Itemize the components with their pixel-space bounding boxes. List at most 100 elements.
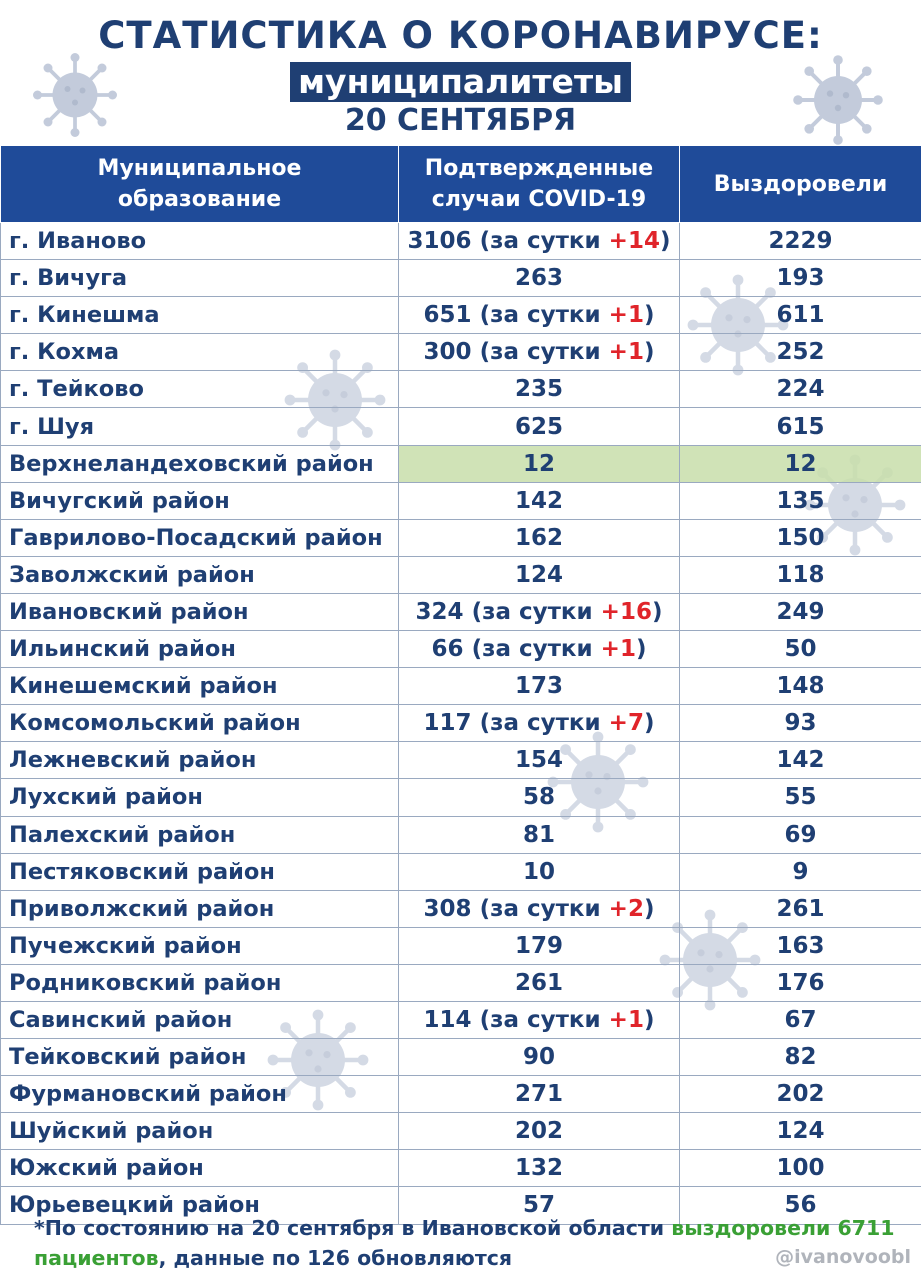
municipality-name: Ильинский район xyxy=(0,630,399,669)
recovered-value: 261 xyxy=(679,889,921,928)
daily-increase: +2 xyxy=(608,895,644,922)
daily-increase: +1 xyxy=(608,339,644,366)
table-row: Савинский район 114 (за сутки +1) 67 xyxy=(0,1000,921,1040)
municipality-name: Вичугский район xyxy=(0,481,399,520)
table-row: Ивановский район 324 (за сутки +16) 249 xyxy=(0,592,921,632)
municipality-name: Верхнеландеховский район xyxy=(0,444,399,483)
daily-label-close: ) xyxy=(643,895,655,922)
cases-value: 81 xyxy=(522,821,555,848)
table-row: Шуйский район 202 124 xyxy=(0,1112,921,1151)
footnote-text: *По состоянию на 20 сентября в Ивановско… xyxy=(34,1216,672,1240)
recovered-value: 93 xyxy=(679,704,921,743)
recovered-value: 135 xyxy=(679,481,921,520)
cases-cell: 117 (за сутки +7) xyxy=(398,704,680,743)
daily-increase: +1 xyxy=(600,636,636,663)
recovered-value: 9 xyxy=(679,852,921,891)
municipality-name: Кинешемский район xyxy=(0,667,399,706)
recovered-value: 150 xyxy=(679,518,921,557)
page-title: СТАТИСТИКА О КОРОНАВИРУСЕ: xyxy=(98,14,823,57)
recovered-value: 142 xyxy=(679,741,921,780)
cases-value: 261 xyxy=(514,969,563,996)
daily-label-close: ) xyxy=(659,228,671,255)
daily-label-close: ) xyxy=(643,1007,655,1034)
table-row: Комсомольский район 117 (за сутки +7) 93 xyxy=(0,704,921,743)
cases-cell: 3106 (за сутки +14) xyxy=(398,221,680,261)
table-row: Гаврилово-Посадский район 162 150 xyxy=(0,518,921,557)
table-row: Пучежский район 179 163 xyxy=(0,926,921,965)
recovered-value: 56 xyxy=(679,1186,921,1225)
municipality-name: Приволжский район xyxy=(0,889,399,928)
daily-label: (за сутки xyxy=(479,895,609,922)
cases-cell: 625 xyxy=(398,407,680,446)
cases-cell: 90 xyxy=(398,1038,680,1077)
recovered-value: 193 xyxy=(679,259,921,298)
table-row: г. Иваново 3106 (за сутки +14) 2229 xyxy=(0,221,921,261)
cases-cell: 651 (за сутки +1) xyxy=(398,296,680,335)
cases-cell: 300 (за сутки +1) xyxy=(398,333,680,372)
footnote-text-end: , данные по 126 обновляются xyxy=(158,1246,513,1270)
table-row: Пестяковский район 10 9 xyxy=(0,852,921,891)
cases-value: 324 xyxy=(415,598,464,625)
cases-value: 3106 xyxy=(407,228,472,255)
municipality-name: Фурмановский район xyxy=(0,1075,399,1114)
daily-label-close: ) xyxy=(643,710,655,737)
cases-value: 132 xyxy=(514,1155,563,1182)
recovered-value: 124 xyxy=(679,1112,921,1151)
cases-cell: 12 xyxy=(398,444,680,483)
table-row: г. Кохма 300 (за сутки +1) 252 xyxy=(0,333,921,372)
municipality-name: г. Вичуга xyxy=(0,259,399,298)
daily-increase: +1 xyxy=(608,302,644,329)
recovered-value: 176 xyxy=(679,963,921,1002)
municipality-name: Пучежский район xyxy=(0,926,399,965)
recovered-value: 249 xyxy=(679,592,921,632)
municipality-name: Палехский район xyxy=(0,815,399,854)
cases-value: 173 xyxy=(514,673,563,700)
footnote: *По состоянию на 20 сентября в Ивановско… xyxy=(34,1213,914,1273)
daily-label: (за сутки xyxy=(479,302,609,329)
table-row: Южский район 132 100 xyxy=(0,1149,921,1188)
recovered-value: 50 xyxy=(679,630,921,669)
cases-value: 162 xyxy=(514,524,563,551)
municipality-name: Тейковский район xyxy=(0,1038,399,1077)
daily-label-close: ) xyxy=(643,339,655,366)
recovered-value: 100 xyxy=(679,1149,921,1188)
table-row: Фурмановский район 271 202 xyxy=(0,1075,921,1114)
recovered-value: 252 xyxy=(679,333,921,372)
column-header-recovered: Выздоровели xyxy=(679,145,921,223)
municipality-name: Родниковский район xyxy=(0,963,399,1002)
municipality-name: г. Тейково xyxy=(0,370,399,409)
cases-value: 57 xyxy=(522,1192,555,1219)
cases-cell: 10 xyxy=(398,852,680,891)
municipality-name: Савинский район xyxy=(0,1000,399,1040)
cases-cell: 202 xyxy=(398,1112,680,1151)
cases-value: 271 xyxy=(514,1081,563,1108)
daily-label: (за сутки xyxy=(479,339,609,366)
cases-cell: 154 xyxy=(398,741,680,780)
recovered-value: 148 xyxy=(679,667,921,706)
recovered-value: 2229 xyxy=(679,221,921,261)
footnote-recovered: выздоровели 6711 пациентов xyxy=(34,1216,895,1270)
table-row: Ильинский район 66 (за сутки +1) 50 xyxy=(0,630,921,669)
table-row: Юрьевецкий район 57 56 xyxy=(0,1186,921,1225)
cases-cell: 81 xyxy=(398,815,680,854)
table-row: Родниковский район 261 176 xyxy=(0,963,921,1002)
cases-value: 142 xyxy=(514,487,563,514)
municipality-name: г. Иваново xyxy=(0,221,399,261)
daily-label: (за сутки xyxy=(471,636,601,663)
cases-value: 117 xyxy=(423,710,472,737)
daily-increase: +1 xyxy=(608,1007,644,1034)
municipality-name: Юрьевецкий район xyxy=(0,1186,399,1225)
municipality-name: Ивановский район xyxy=(0,592,399,632)
table-row: г. Вичуга 263 193 xyxy=(0,259,921,298)
municipality-name: г. Шуя xyxy=(0,407,399,446)
cases-cell: 114 (за сутки +1) xyxy=(398,1000,680,1040)
daily-label: (за сутки xyxy=(479,1007,609,1034)
table-row: Приволжский район 308 (за сутки +2) 261 xyxy=(0,889,921,928)
cases-cell: 132 xyxy=(398,1149,680,1188)
table-row: Верхнеландеховский район 12 12 xyxy=(0,444,921,483)
municipality-name: Лежневский район xyxy=(0,741,399,780)
recovered-value: 67 xyxy=(679,1000,921,1040)
daily-label: (за сутки xyxy=(471,598,601,625)
table-row: Лежневский район 154 142 xyxy=(0,741,921,780)
municipality-name: Гаврилово-Посадский район xyxy=(0,518,399,557)
